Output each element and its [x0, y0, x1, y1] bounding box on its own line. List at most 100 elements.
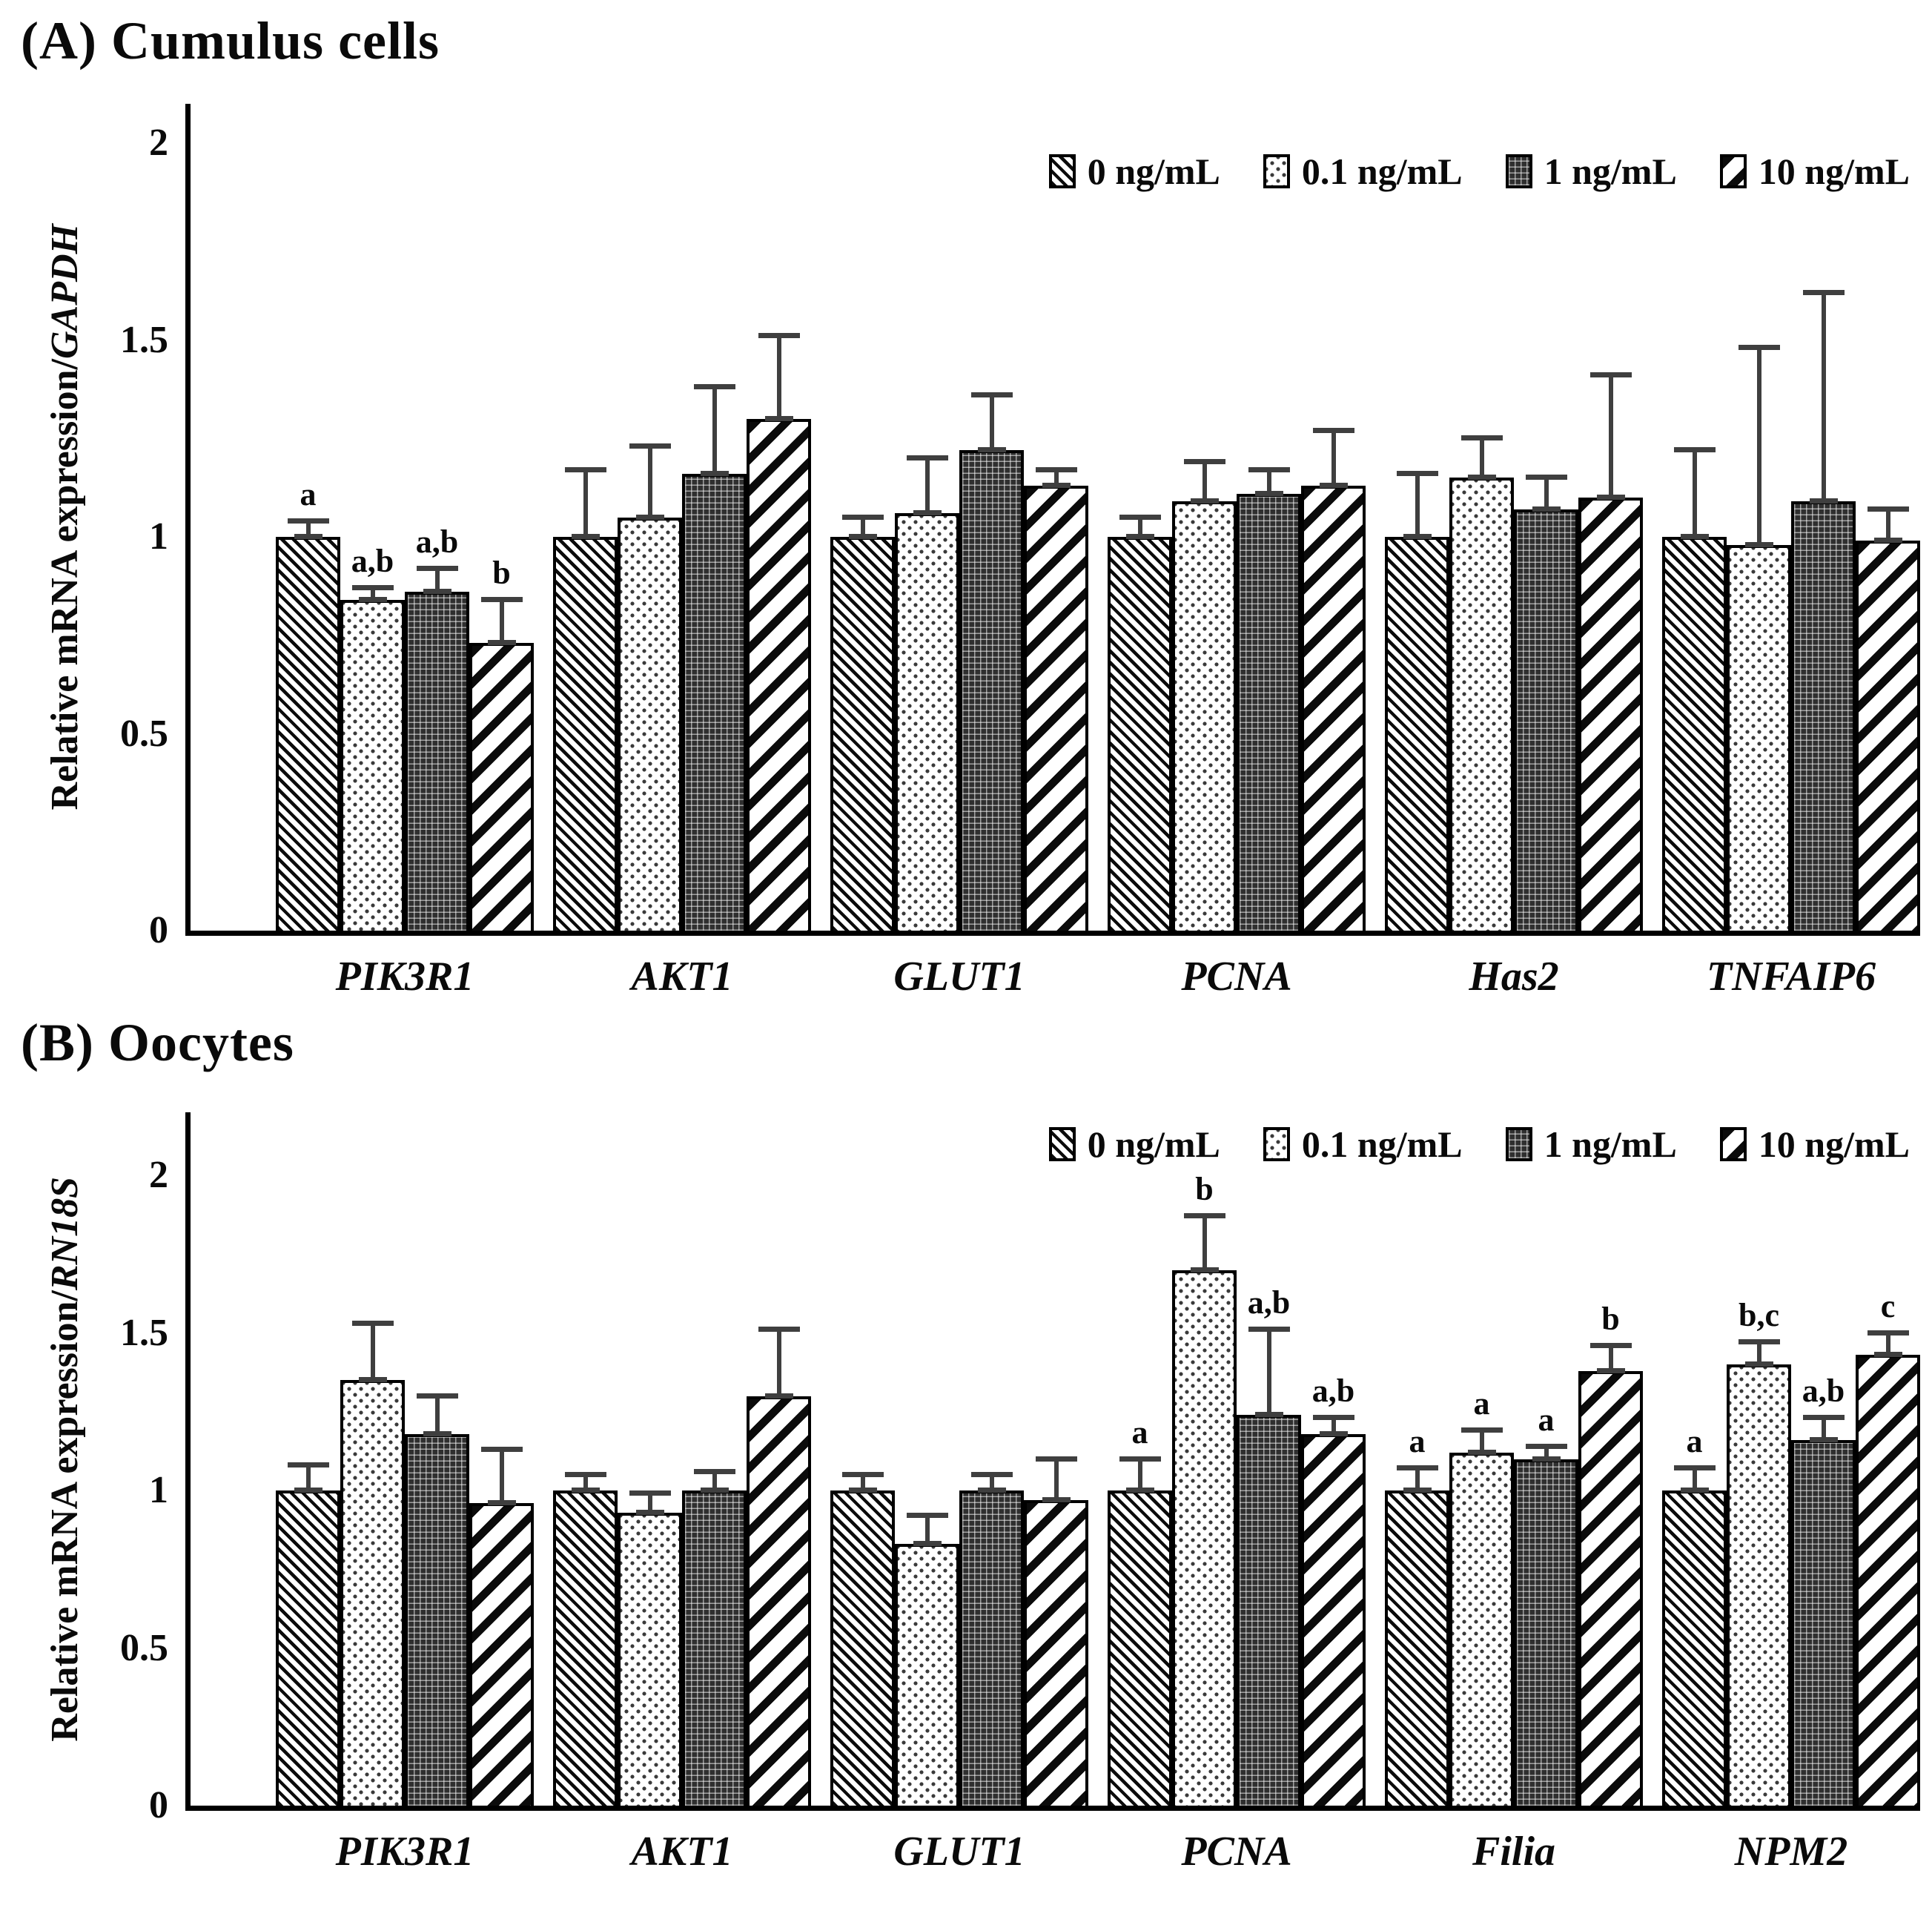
legend-item-0.1ngmL: 0.1 ng/mL — [1263, 150, 1463, 193]
error-bar-bottom-cap — [1596, 494, 1625, 500]
error-bar-stem — [1885, 509, 1890, 541]
error-bar-top-cap — [841, 514, 884, 520]
bar-TNFAIP6-0.1ng/mL — [1727, 544, 1791, 931]
bar-AKT1-10ng/mL — [747, 1396, 811, 1806]
error-bar-bottom-cap — [1873, 1352, 1902, 1358]
legend-label: 0.1 ng/mL — [1301, 151, 1463, 192]
error-bar-stem — [924, 1516, 930, 1545]
error-bar-bottom-cap — [1042, 483, 1071, 489]
error-bar-stem — [989, 1474, 994, 1490]
bar-PIK3R1-10ng/mL — [469, 643, 534, 931]
bar-PIK3R1-0ng/mL — [276, 537, 340, 931]
category-label-Has2: Has2 — [1469, 954, 1559, 1000]
panel-b-plot: Relative mRNA expression/RN18S 0 ng/mL 0.… — [44, 1112, 1920, 1875]
error-bar-bottom-cap — [764, 415, 793, 421]
error-bar-stem — [1885, 1333, 1890, 1356]
error-bar-stem — [499, 1449, 504, 1503]
error-bar-top-cap — [1312, 1415, 1354, 1421]
error-bar-bottom-cap — [635, 514, 664, 520]
bar-TNFAIP6-1ng/mL — [1791, 501, 1856, 931]
category-label-GLUT1: GLUT1 — [893, 954, 1025, 1000]
error-bar-top-cap — [1119, 1456, 1161, 1462]
error-bar-top-cap — [480, 597, 523, 602]
error-bar-stem — [583, 1474, 588, 1490]
error-bar-top-cap — [1460, 435, 1503, 441]
error-bar-bottom-cap — [487, 1500, 516, 1505]
error-bar-top-cap — [1460, 1427, 1503, 1433]
error-bar-top-cap — [1248, 466, 1290, 472]
error-bar-stem — [860, 517, 865, 538]
group-GLUT1: GLUT1 — [830, 1112, 1088, 1875]
significance-label-Filia-1ng/mL: a — [1538, 1401, 1555, 1438]
error-bar-stem — [1756, 1342, 1761, 1364]
error-bar-bottom-cap — [1680, 534, 1709, 540]
legend-swatch-icon — [1263, 154, 1290, 188]
error-bar-top-cap — [758, 1327, 800, 1333]
group-NPM2: a b,c a,b c NPM2 — [1662, 1112, 1920, 1875]
legend-label: 0 ng/mL — [1087, 151, 1220, 192]
error-bar-top-cap — [970, 392, 1013, 397]
panel-a-ytick-0: 0 — [149, 909, 168, 951]
legend-swatch-icon — [1048, 154, 1076, 188]
error-bar-top-cap — [1673, 1465, 1716, 1471]
error-bar-stem — [860, 1474, 865, 1490]
bar-PCNA-1ng/mL — [1237, 493, 1301, 931]
error-bar-bottom-cap — [1319, 1430, 1348, 1436]
legend-swatch-icon — [1263, 1127, 1290, 1161]
error-bar-top-cap — [1589, 372, 1632, 378]
error-bar-stem — [305, 1465, 311, 1490]
bar-PIK3R1-1ng/mL — [405, 592, 469, 931]
bar-Has2-10ng/mL — [1578, 497, 1643, 931]
error-bar-stem — [1137, 517, 1142, 538]
error-bar-bottom-cap — [1809, 1437, 1838, 1442]
legend-label: 10 ng/mL — [1758, 1123, 1910, 1165]
significance-label-PIK3R1-0.1ng/mL: a,b — [351, 543, 394, 580]
error-bar-top-cap — [480, 1446, 523, 1452]
bar-Has2-0ng/mL — [1385, 537, 1449, 931]
bar-GLUT1-10ng/mL — [1024, 1499, 1088, 1806]
group-PIK3R1: a a,b a,b b PIK3R1 — [276, 104, 534, 1000]
bar-AKT1-0.1ng/mL — [618, 517, 682, 931]
error-bar-bottom-cap — [1596, 1367, 1625, 1373]
error-bar-bottom-cap — [1809, 498, 1838, 504]
panel-a-ytick-1: 1 — [149, 515, 168, 558]
error-bar-bottom-cap — [1125, 1488, 1154, 1493]
panel-a-ytick-2: 2 — [149, 122, 168, 165]
bar-PCNA-0ng/mL — [1108, 537, 1172, 931]
error-bar-bottom-cap — [1254, 490, 1283, 496]
panel-b-title: (B) Oocytes — [21, 1013, 294, 1072]
legend-item-0ngmL: 0 ng/mL — [1048, 1123, 1220, 1166]
bar-PCNA-10ng/mL — [1301, 486, 1366, 931]
error-bar-bottom-cap — [635, 1509, 664, 1515]
error-bar-top-cap — [287, 518, 329, 524]
legend-item-1ngmL: 1 ng/mL — [1505, 150, 1677, 193]
error-bar-top-cap — [1119, 514, 1161, 520]
error-bar-bottom-cap — [913, 1541, 942, 1547]
bar-AKT1-1ng/mL — [682, 474, 747, 931]
error-bar-top-cap — [1802, 289, 1845, 295]
legend-item-10ngmL: 10 ng/mL — [1719, 150, 1910, 193]
category-label-AKT1: AKT1 — [631, 1829, 733, 1875]
error-bar-stem — [776, 1330, 781, 1396]
bar-PIK3R1-0ng/mL — [276, 1490, 340, 1806]
bar-TNFAIP6-0ng/mL — [1662, 537, 1727, 931]
error-bar-bottom-cap — [358, 1377, 387, 1383]
bar-Filia-0.1ng/mL — [1449, 1453, 1514, 1806]
error-bar-stem — [434, 1396, 440, 1434]
error-bar-stem — [776, 336, 781, 419]
group-GLUT1: GLUT1 — [830, 104, 1088, 1000]
significance-label-Filia-0.1ng/mL: a — [1473, 1385, 1490, 1422]
error-bar-stem — [1053, 469, 1059, 486]
error-bar-stem — [370, 588, 375, 600]
error-bar-stem — [1821, 1418, 1826, 1440]
group-Filia: a a a b Filia — [1385, 1112, 1643, 1875]
error-bar-bottom-cap — [1254, 1412, 1283, 1417]
error-bar-bottom-cap — [913, 510, 942, 516]
bar-PCNA-0.1ng/mL — [1172, 501, 1237, 931]
error-bar-stem — [1331, 1418, 1336, 1434]
error-bar-stem — [1608, 375, 1613, 498]
bar-PCNA-0ng/mL — [1108, 1490, 1172, 1806]
error-bar-top-cap — [1589, 1342, 1632, 1348]
error-bar-top-cap — [1035, 1456, 1077, 1462]
error-bar-top-cap — [416, 1393, 458, 1399]
